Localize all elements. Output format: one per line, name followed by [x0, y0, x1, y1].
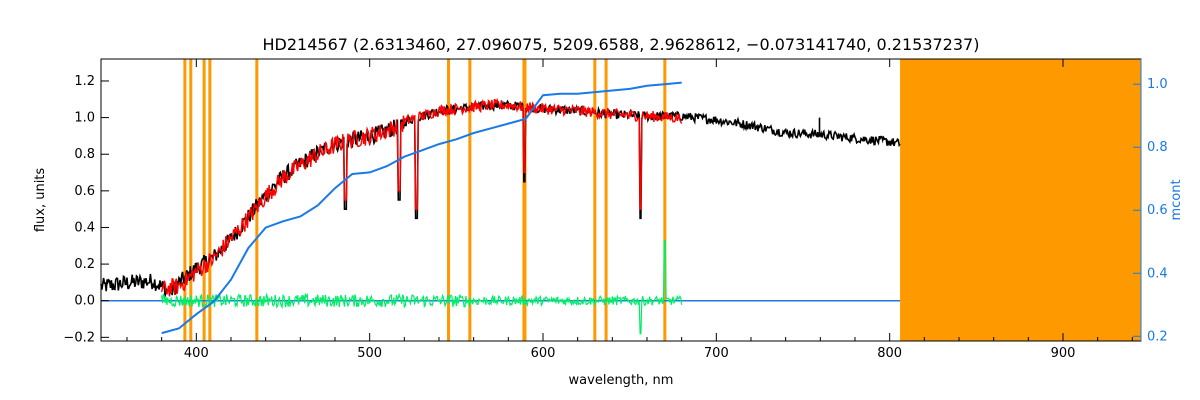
left-y-tick-label: 1.0: [74, 111, 95, 126]
masked-regions: [183, 59, 1141, 341]
left-y-tick-label: 0.4: [74, 220, 95, 235]
masked-line-band: [183, 59, 187, 341]
x-tick-label: 700: [704, 346, 729, 361]
x-tick-label: 400: [184, 346, 209, 361]
masked-line-band: [523, 59, 527, 341]
masked-line-band: [663, 59, 667, 341]
right-y-tick-label: 0.6: [1147, 203, 1168, 218]
left-y-tick-label: −0.2: [63, 330, 95, 345]
mcont-line: [161, 81, 682, 335]
masked-line-band: [468, 59, 472, 341]
x-tick-label: 800: [877, 346, 902, 361]
chart-title: HD214567 (2.6313460, 27.096075, 5209.658…: [263, 35, 980, 54]
right-y-axis-label: mcont: [1169, 179, 1184, 220]
masked-line-band: [208, 59, 212, 341]
residual-line: [161, 239, 683, 335]
left-y-tick-label: 1.2: [74, 74, 95, 89]
axes: [100, 58, 1142, 342]
left-y-tick-label: 0.6: [74, 184, 95, 199]
chart-labels: HD214567 (2.6313460, 27.096075, 5209.658…: [33, 35, 1184, 388]
left-y-tick-label: 0.8: [74, 147, 95, 162]
observed-spectrum-line: [100, 99, 901, 297]
masked-line-band: [447, 59, 451, 341]
masked-line-band: [593, 59, 597, 341]
right-y-tick-label: 0.8: [1147, 140, 1168, 155]
left-y-axis-label: flux, units: [33, 168, 48, 233]
left-y-tick-label: 0.0: [74, 294, 95, 309]
left-y-tick-label: 0.2: [74, 257, 95, 272]
x-axis-label: wavelength, nm: [569, 373, 674, 388]
masked-line-band: [189, 59, 193, 341]
masked-line-band: [202, 59, 206, 341]
masked-region: [900, 59, 1141, 341]
right-y-tick-label: 0.4: [1147, 266, 1168, 281]
masked-line-band: [604, 59, 608, 341]
model-spectrum-line: [161, 97, 683, 297]
x-tick-label: 500: [357, 346, 382, 361]
data-series: [100, 81, 901, 335]
right-y-tick-label: 1.0: [1147, 77, 1168, 92]
right-y-tick-label: 0.2: [1147, 329, 1168, 344]
x-tick-label: 900: [1051, 346, 1076, 361]
x-tick-label: 600: [531, 346, 556, 361]
